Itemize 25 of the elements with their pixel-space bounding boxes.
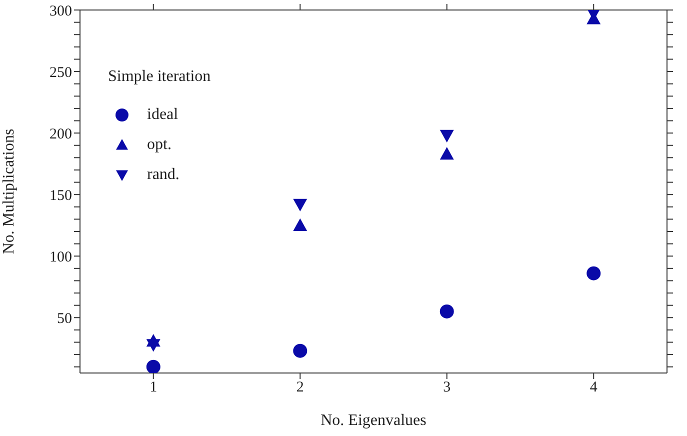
point	[293, 344, 308, 358]
point	[440, 130, 454, 143]
point	[146, 360, 160, 373]
y-tick-label: 100	[50, 249, 72, 266]
x-tick-label: 3	[443, 380, 451, 396]
legend-title: Simple iteration	[108, 68, 211, 86]
point	[293, 218, 308, 231]
y-tick-label: 300	[50, 3, 72, 20]
y-axis-title: No. Multiplications	[0, 128, 18, 254]
point	[146, 339, 160, 352]
point	[293, 198, 308, 212]
legend-label: opt.	[147, 136, 172, 154]
point	[440, 304, 454, 318]
legend-label: ideal	[147, 106, 178, 124]
x-tick-label: 2	[296, 380, 304, 396]
legend-label: rand.	[147, 166, 180, 184]
y-tick-label: 150	[50, 188, 72, 204]
y-tick-label: 200	[50, 126, 72, 142]
y-tick-label: 250	[50, 64, 72, 81]
x-axis-title: No. Eigenvalues	[320, 412, 426, 429]
x-tick-label: 4	[590, 380, 598, 396]
point	[586, 266, 601, 280]
point	[440, 146, 454, 160]
x-tick-label: 1	[150, 380, 158, 396]
y-tick-label: 50	[57, 310, 72, 327]
